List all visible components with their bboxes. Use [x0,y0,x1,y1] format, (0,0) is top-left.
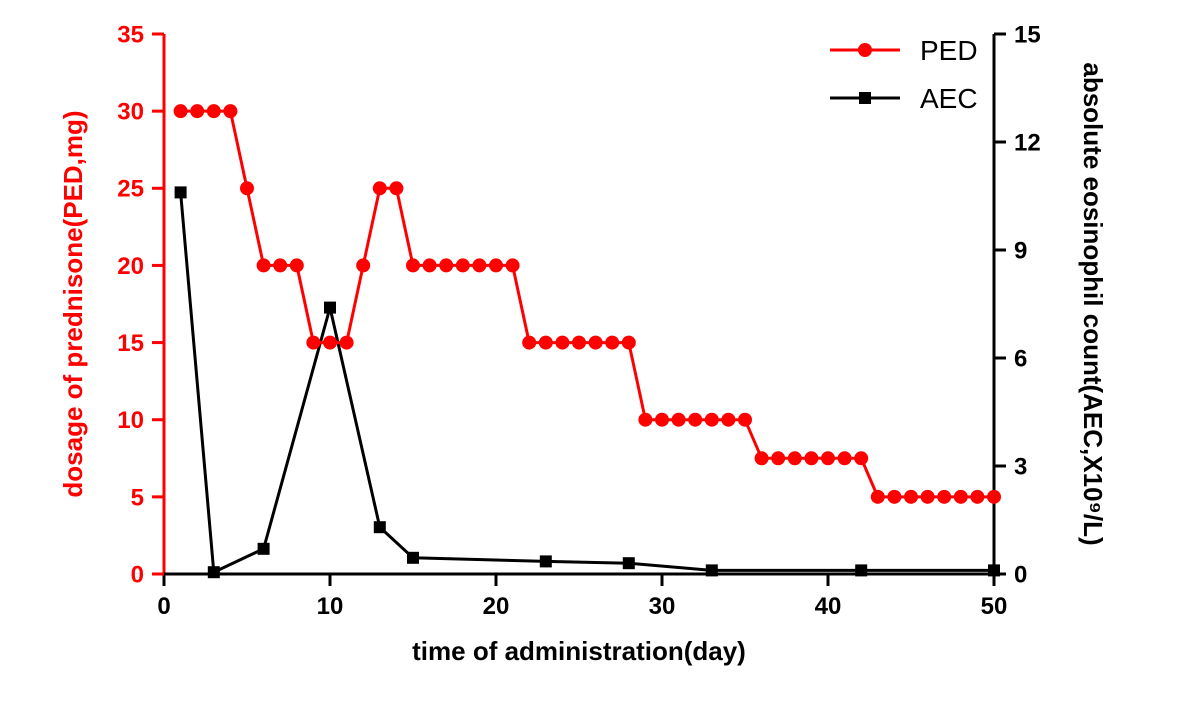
y-right-axis-label: absolute eosinophil count(AEC,X10⁹/L) [1078,62,1108,545]
marker-PED [688,413,702,427]
marker-PED [622,336,636,350]
marker-PED [705,413,719,427]
y-right-tick-label: 6 [1014,345,1027,372]
marker-PED [539,336,553,350]
marker-PED [589,336,603,350]
marker-PED [572,336,586,350]
marker-PED [555,336,569,350]
legend-marker [859,92,871,104]
marker-PED [190,104,204,118]
marker-PED [605,336,619,350]
marker-PED [489,258,503,272]
marker-PED [323,336,337,350]
y-left-tick-label: 35 [117,21,144,48]
marker-AEC [407,552,419,564]
marker-PED [804,451,818,465]
marker-PED [721,413,735,427]
marker-PED [456,258,470,272]
marker-PED [672,413,686,427]
marker-PED [257,258,271,272]
marker-PED [871,490,885,504]
marker-PED [887,490,901,504]
marker-AEC [208,566,220,578]
marker-PED [356,258,370,272]
x-tick-label: 10 [317,593,344,620]
y-right-tick-label: 3 [1014,453,1027,480]
marker-PED [970,490,984,504]
marker-PED [771,451,785,465]
marker-PED [854,451,868,465]
marker-PED [937,490,951,504]
x-tick-label: 30 [649,593,676,620]
marker-PED [373,181,387,195]
x-tick-label: 50 [981,593,1008,620]
marker-AEC [258,543,270,555]
series-line-AEC [181,192,994,572]
marker-PED [838,451,852,465]
marker-PED [439,258,453,272]
x-axis-label: time of administration(day) [412,636,746,666]
marker-AEC [540,555,552,567]
series-line-PED [181,111,994,497]
marker-PED [290,258,304,272]
marker-PED [755,451,769,465]
y-left-tick-label: 30 [117,99,144,126]
marker-PED [987,490,1001,504]
marker-PED [472,258,486,272]
marker-PED [423,258,437,272]
y-right-tick-label: 0 [1014,561,1027,588]
y-right-tick-label: 15 [1014,21,1041,48]
x-tick-label: 40 [815,593,842,620]
marker-AEC [988,564,1000,576]
marker-AEC [324,302,336,314]
y-left-axis-label: dosage of prednisone(PED,mg) [58,110,88,497]
marker-AEC [374,521,386,533]
marker-PED [738,413,752,427]
marker-PED [306,336,320,350]
marker-PED [655,413,669,427]
legend-label: AEC [920,83,978,114]
y-left-tick-label: 20 [117,253,144,280]
marker-PED [522,336,536,350]
y-left-tick-label: 25 [117,176,144,203]
y-left-tick-label: 0 [131,561,144,588]
marker-PED [821,451,835,465]
y-right-tick-label: 9 [1014,237,1027,264]
marker-PED [406,258,420,272]
marker-PED [638,413,652,427]
legend-label: PED [920,35,978,66]
marker-PED [207,104,221,118]
marker-PED [921,490,935,504]
marker-PED [904,490,918,504]
y-left-tick-label: 15 [117,330,144,357]
marker-AEC [706,564,718,576]
chart-container: 01020304050time of administration(day)05… [0,0,1180,710]
dual-axis-chart: 01020304050time of administration(day)05… [0,0,1180,710]
y-right-tick-label: 12 [1014,129,1041,156]
x-tick-label: 20 [483,593,510,620]
marker-AEC [175,186,187,198]
marker-PED [240,181,254,195]
marker-PED [174,104,188,118]
marker-AEC [855,564,867,576]
marker-PED [506,258,520,272]
marker-PED [389,181,403,195]
marker-PED [954,490,968,504]
x-tick-label: 0 [157,593,170,620]
marker-AEC [623,557,635,569]
marker-PED [223,104,237,118]
y-left-tick-label: 10 [117,407,144,434]
marker-PED [273,258,287,272]
marker-PED [340,336,354,350]
legend-marker [858,43,872,57]
marker-PED [788,451,802,465]
y-left-tick-label: 5 [131,484,144,511]
